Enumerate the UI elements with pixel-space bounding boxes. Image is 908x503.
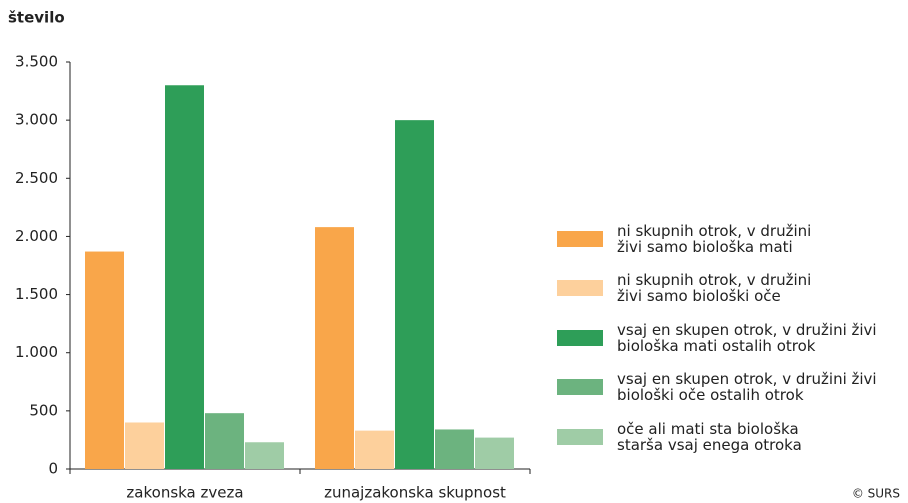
y-tick-label: 3.500 bbox=[15, 53, 58, 71]
bar bbox=[165, 85, 204, 469]
bar bbox=[245, 442, 284, 469]
legend-swatch bbox=[557, 329, 603, 346]
x-tick-label: zakonska zveza bbox=[126, 484, 243, 502]
legend-label: ni skupnih otrok, v družini živi samo bi… bbox=[617, 271, 812, 306]
y-tick-label: 1.000 bbox=[15, 343, 58, 361]
bar bbox=[395, 120, 434, 470]
bar bbox=[355, 430, 394, 469]
y-tick-label: 2.500 bbox=[15, 169, 58, 187]
legend-label: oče ali mati sta biološka starša vsaj en… bbox=[617, 419, 802, 454]
bar bbox=[435, 429, 474, 469]
legend-swatch bbox=[557, 428, 603, 445]
legend-label: vsaj en skupen otrok, v družini živi bio… bbox=[617, 320, 877, 355]
x-tick-label: zunajzakonska skupnost bbox=[324, 484, 506, 502]
bar bbox=[205, 413, 244, 469]
bar bbox=[315, 227, 354, 469]
y-tick-label: 3.000 bbox=[15, 111, 58, 129]
legend: ni skupnih otrok, v družini živi samo bi… bbox=[557, 214, 907, 462]
y-tick-label: 0 bbox=[48, 460, 58, 478]
legend-swatch bbox=[557, 379, 603, 396]
legend-item: ni skupnih otrok, v družini živi samo bi… bbox=[557, 214, 907, 264]
bar bbox=[125, 422, 164, 469]
bar bbox=[85, 251, 124, 469]
source: © SURS bbox=[852, 487, 900, 501]
y-tick-label: 2.000 bbox=[15, 227, 58, 245]
y-axis-label: število bbox=[8, 9, 65, 27]
y-tick-label: 1.500 bbox=[15, 285, 58, 303]
y-tick-label: 500 bbox=[29, 401, 58, 419]
bar bbox=[475, 437, 514, 469]
legend-label: ni skupnih otrok, v družini živi samo bi… bbox=[617, 221, 812, 256]
legend-item: ni skupnih otrok, v družini živi samo bi… bbox=[557, 264, 907, 314]
legend-item: vsaj en skupen otrok, v družini živi bio… bbox=[557, 313, 907, 363]
legend-item: oče ali mati sta biološka starša vsaj en… bbox=[557, 412, 907, 462]
legend-swatch bbox=[557, 230, 603, 247]
legend-item: vsaj en skupen otrok, v družini živi bio… bbox=[557, 363, 907, 413]
legend-swatch bbox=[557, 280, 603, 297]
legend-label: vsaj en skupen otrok, v družini živi bio… bbox=[617, 370, 877, 405]
